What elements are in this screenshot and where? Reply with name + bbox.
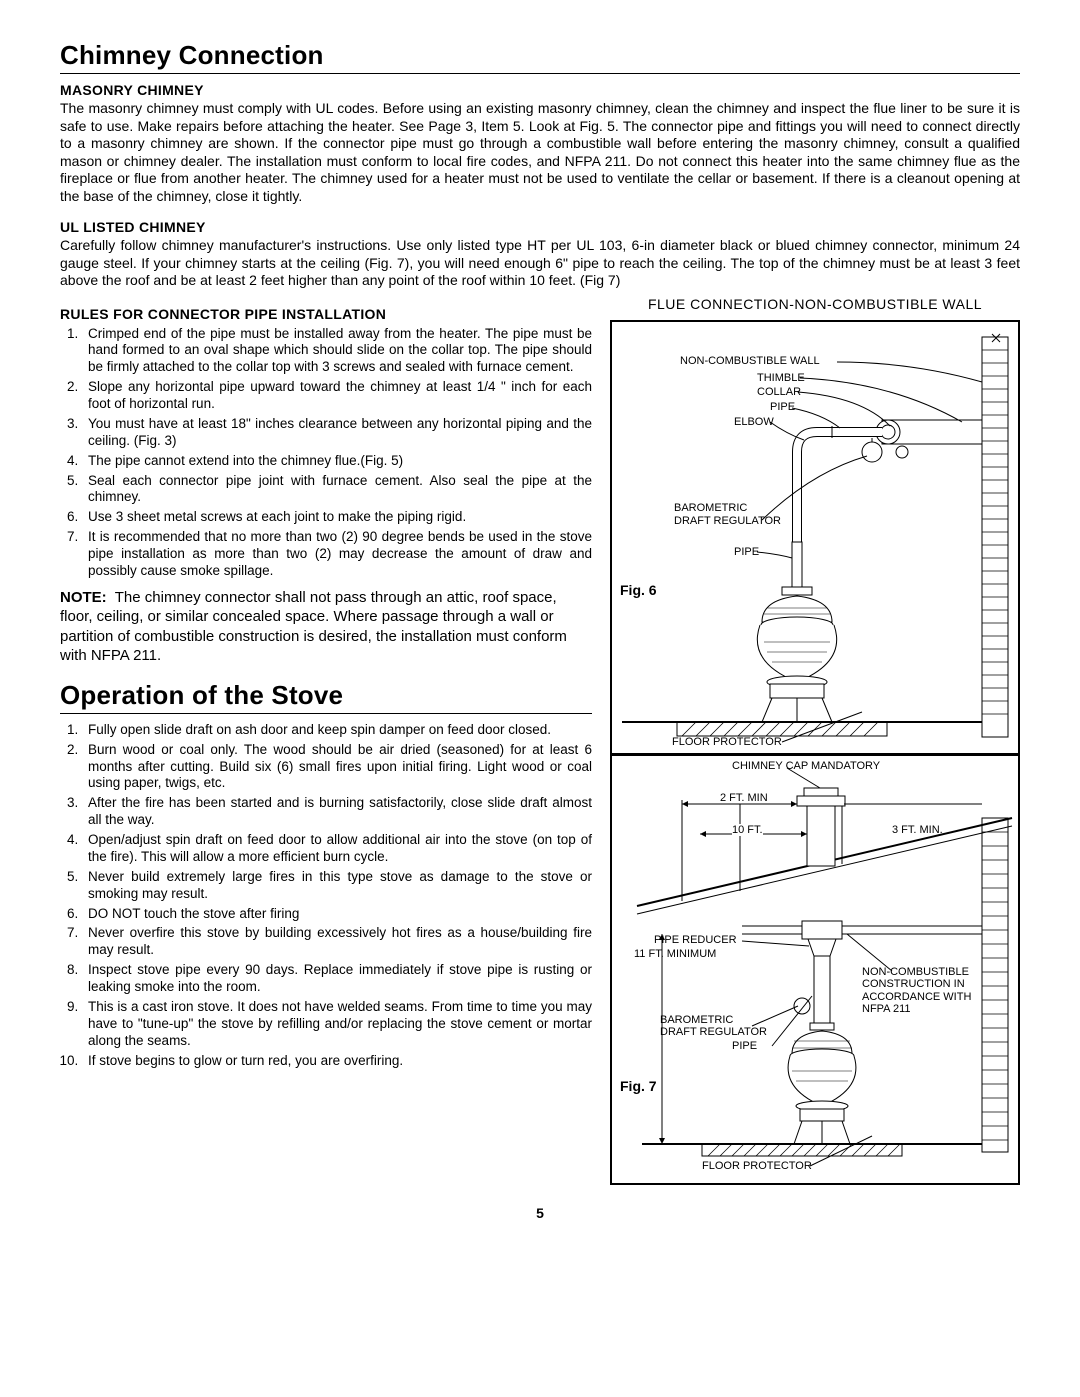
- lbl-cap: CHIMNEY CAP MANDATORY: [732, 760, 880, 772]
- rule-item: Use 3 sheet metal screws at each joint t…: [82, 509, 592, 526]
- op-item: DO NOT touch the stove after firing: [82, 906, 592, 923]
- lbl-baro7: BAROMETRIC: [660, 1014, 733, 1026]
- lbl-11ft: 11 FT. MINIMUM: [634, 948, 716, 960]
- lbl-noncomb: NON-COMBUSTIBLE CONSTRUCTION IN ACCORDAN…: [862, 966, 1002, 1017]
- lbl-wall: NON-COMBUSTIBLE WALL: [680, 355, 820, 367]
- rule-item: The pipe cannot extend into the chimney …: [82, 453, 592, 470]
- heading-chimney-connection: Chimney Connection: [60, 40, 1020, 71]
- op-item: Never build extremely large fires in thi…: [82, 869, 592, 903]
- rule-item: You must have at least 18" inches cleara…: [82, 416, 592, 450]
- lbl-pipe-mid: PIPE: [734, 546, 759, 558]
- fig6-svg: [612, 322, 1018, 753]
- fig7-number: Fig. 7: [620, 1078, 657, 1094]
- rule-1: [60, 73, 1020, 74]
- rule-2: [60, 713, 592, 714]
- subhead-ul-listed: UL LISTED CHIMNEY: [60, 219, 1020, 235]
- rules-list: Crimped end of the pipe must be installe…: [60, 326, 592, 580]
- lbl-floor7: FLOOR PROTECTOR: [702, 1160, 812, 1172]
- rule-item: Slope any horizontal pipe upward toward …: [82, 379, 592, 413]
- rule-item: Crimped end of the pipe must be installe…: [82, 326, 592, 377]
- op-item: If stove begins to glow or turn red, you…: [82, 1053, 592, 1070]
- note-nfpa: NOTE: The chimney connector shall not pa…: [60, 588, 592, 666]
- lbl-baro: BAROMETRIC: [674, 502, 747, 514]
- lbl-collar: COLLAR: [757, 386, 801, 398]
- lbl-pipe7: PIPE: [732, 1040, 757, 1052]
- op-item: Inspect stove pipe every 90 days. Replac…: [82, 962, 592, 996]
- note-text: The chimney connector shall not pass thr…: [60, 589, 567, 665]
- figure-6: NON-COMBUSTIBLE WALL THIMBLE COLLAR PIPE…: [610, 320, 1020, 755]
- lbl-3ft: 3 FT. MIN.: [892, 824, 943, 836]
- lbl-elbow: ELBOW: [734, 416, 774, 428]
- heading-operation: Operation of the Stove: [60, 680, 592, 711]
- subhead-masonry: MASONRY CHIMNEY: [60, 82, 1020, 98]
- figure-7: CHIMNEY CAP MANDATORY 2 FT. MIN 10 FT. 3…: [610, 755, 1020, 1185]
- lbl-pipe-red: PIPE REDUCER: [654, 934, 737, 946]
- op-item: Open/adjust spin draft on feed door to a…: [82, 832, 592, 866]
- para-masonry: The masonry chimney must comply with UL …: [60, 100, 1020, 205]
- op-item: Burn wood or coal only. The wood should …: [82, 742, 592, 793]
- lbl-draft-reg: DRAFT REGULATOR: [674, 515, 781, 527]
- page-number: 5: [60, 1205, 1020, 1221]
- lbl-floor6: FLOOR PROTECTOR: [672, 736, 782, 748]
- op-item: Never overfire this stove by building ex…: [82, 925, 592, 959]
- lbl-10ft: 10 FT.: [732, 824, 763, 836]
- fig6-number: Fig. 6: [620, 582, 657, 598]
- operation-list: Fully open slide draft on ash door and k…: [60, 722, 592, 1070]
- fig6-title: FLUE CONNECTION-NON-COMBUSTIBLE WALL: [610, 296, 1020, 312]
- para-ul-listed: Carefully follow chimney manufacturer's …: [60, 237, 1020, 290]
- rule-item: It is recommended that no more than two …: [82, 529, 592, 580]
- two-column-layout: RULES FOR CONNECTOR PIPE INSTALLATION Cr…: [60, 296, 1020, 1185]
- lbl-thimble: THIMBLE: [757, 372, 805, 384]
- lbl-pipe-top: PIPE: [770, 401, 795, 413]
- page-container: Chimney Connection MASONRY CHIMNEY The m…: [0, 0, 1080, 1241]
- op-item: After the fire has been started and is b…: [82, 795, 592, 829]
- op-item: Fully open slide draft on ash door and k…: [82, 722, 592, 739]
- lbl-draft7: DRAFT REGULATOR: [660, 1026, 767, 1038]
- left-column: RULES FOR CONNECTOR PIPE INSTALLATION Cr…: [60, 296, 592, 1185]
- lbl-2ft: 2 FT. MIN: [720, 792, 768, 804]
- op-item: This is a cast iron stove. It does not h…: [82, 999, 592, 1050]
- right-column: FLUE CONNECTION-NON-COMBUSTIBLE WALL: [610, 296, 1020, 1185]
- subhead-rules: RULES FOR CONNECTOR PIPE INSTALLATION: [60, 306, 592, 322]
- rule-item: Seal each connector pipe joint with furn…: [82, 473, 592, 507]
